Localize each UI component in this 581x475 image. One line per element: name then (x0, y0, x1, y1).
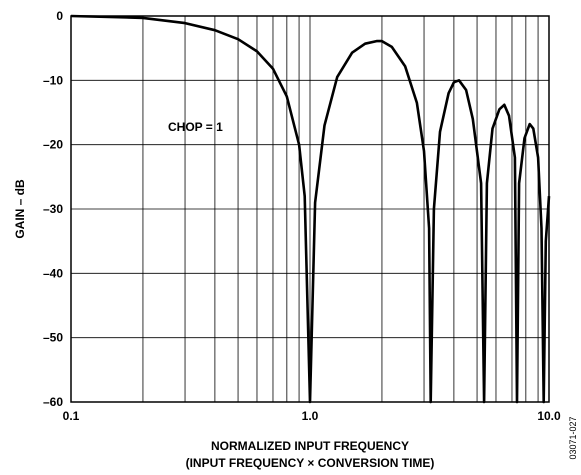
y-tick-label: 0 (56, 9, 63, 23)
y-tick-label: –30 (43, 202, 63, 216)
figure-id: 03071-027 (568, 416, 578, 459)
y-tick-label: –10 (43, 73, 63, 87)
x-tick-label: 0.1 (63, 409, 80, 423)
x-tick-label: 1.0 (302, 409, 319, 423)
y-tick-label: –40 (43, 266, 63, 280)
x-tick-label: 10.0 (537, 409, 561, 423)
chop-annotation: CHOP = 1 (168, 120, 223, 134)
y-tick-label: –20 (43, 138, 63, 152)
y-tick-label: –60 (43, 395, 63, 409)
x-axis-label: NORMALIZED INPUT FREQUENCY (211, 439, 409, 453)
y-axis-label: GAIN – dB (13, 179, 27, 239)
x-axis-label-subtitle: (INPUT FREQUENCY × CONVERSION TIME) (186, 456, 435, 470)
axis-tick-labels: 0 –10 –20 –30 –40 –50 –600.1 1.0 10.0 (43, 9, 561, 423)
y-tick-label: –50 (43, 331, 63, 345)
data-series (70, 14, 551, 404)
grid-lines (71, 16, 549, 402)
gain-curve-line (70, 14, 551, 404)
